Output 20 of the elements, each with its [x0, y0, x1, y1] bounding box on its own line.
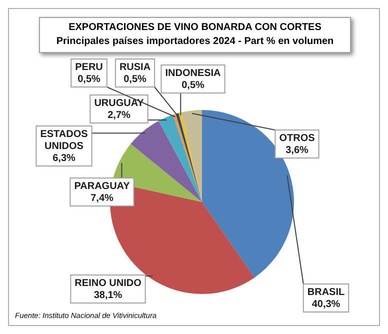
slice-label: RUSIA	[119, 62, 151, 73]
slice-label: PERU	[75, 62, 103, 73]
slice-label: BRASIL	[307, 286, 345, 298]
chart-title: EXPORTACIONES DE VINO BONARDA CON CORTES	[68, 21, 322, 35]
slice-label: ESTADOS UNIDOS	[40, 128, 88, 152]
slice-label: INDONESIA	[165, 68, 221, 79]
chart-subtitle: Principales países importadores 2024 - Part % en volumen	[55, 35, 335, 49]
data-label: 3,6%	[286, 144, 309, 156]
data-label: 6,3%	[52, 152, 76, 164]
slice-label: REINO UNIDO	[74, 278, 142, 289]
slice-label: URUGUAY	[94, 98, 144, 109]
data-label: 2,7%	[108, 110, 131, 121]
data-label: 38,1%	[94, 290, 122, 301]
data-label: 40,3%	[312, 298, 340, 310]
data-label: 0,5%	[124, 74, 147, 85]
slice-label: PARAGUAY	[74, 180, 130, 192]
data-label: 7,4%	[90, 192, 114, 204]
data-label: 0,5%	[78, 74, 101, 85]
slice-label: OTROS	[279, 132, 316, 144]
data-label: 0,5%	[182, 80, 205, 91]
